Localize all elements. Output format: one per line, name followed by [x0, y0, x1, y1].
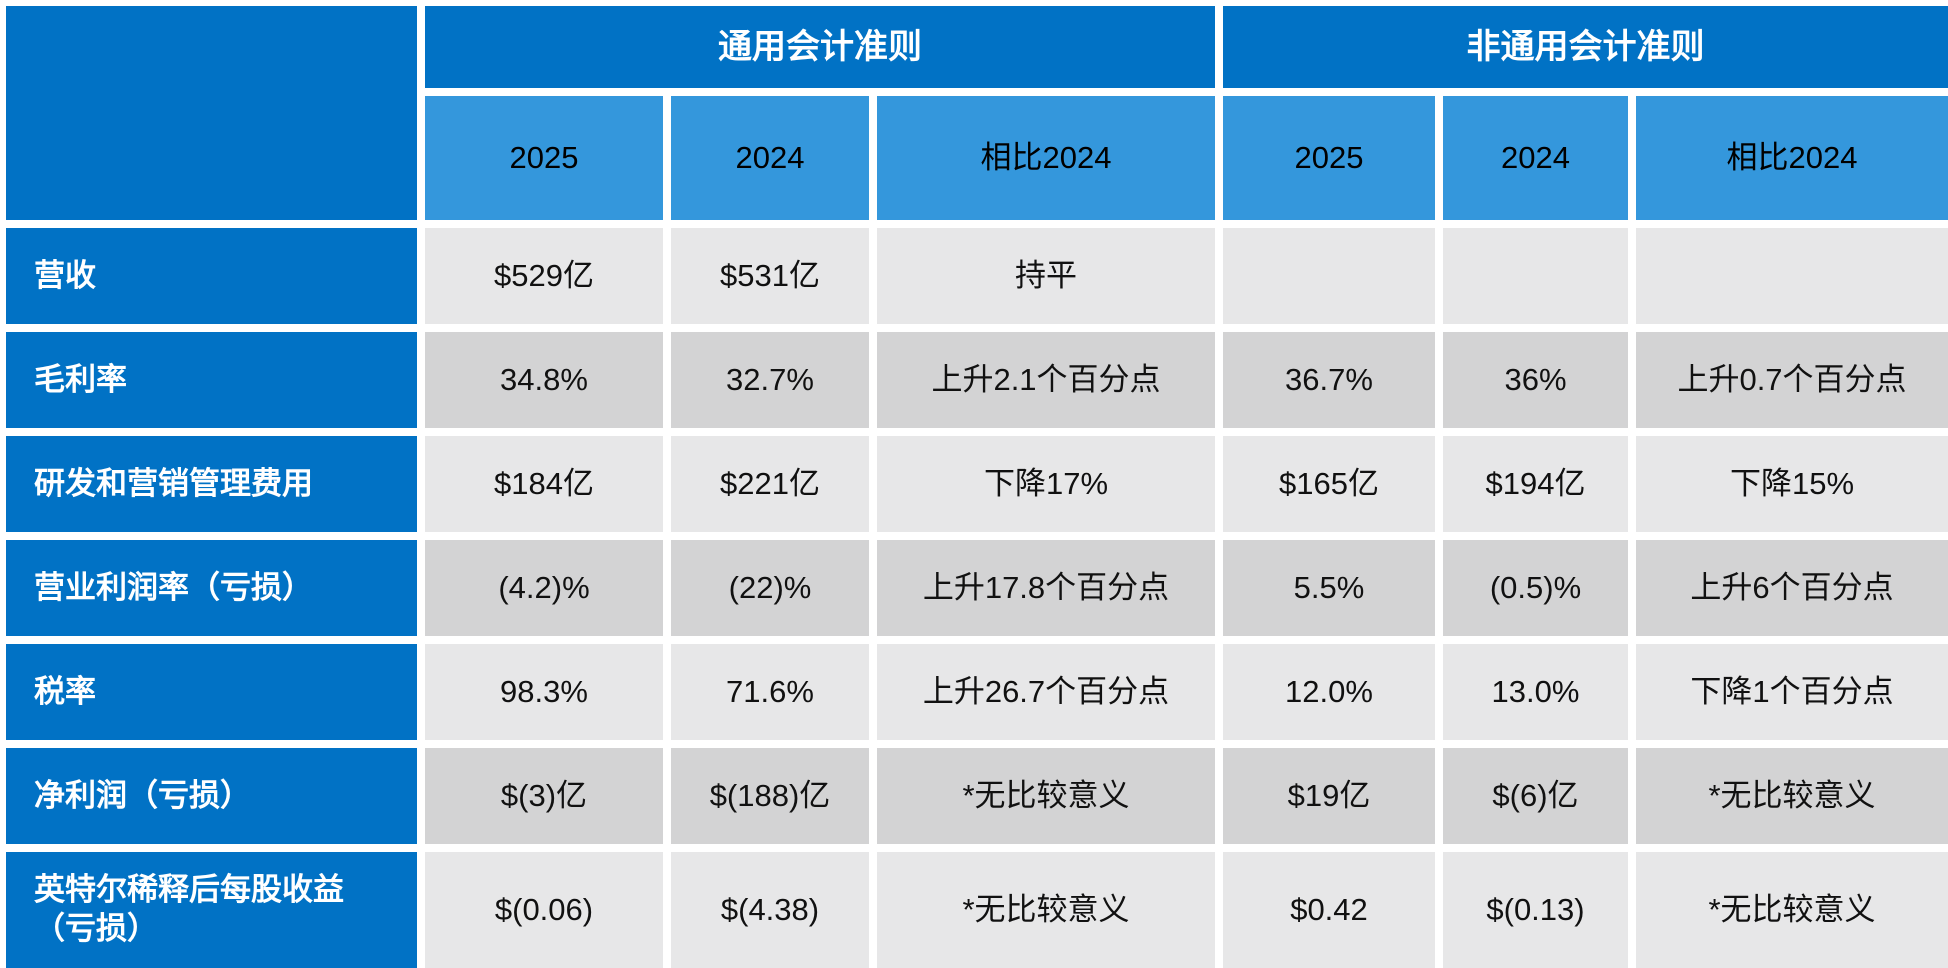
data-cell: 71.6% — [671, 644, 869, 740]
group-header-gaap: 通用会计准则 — [425, 6, 1215, 88]
data-cell: 下降1个百分点 — [1636, 644, 1948, 740]
data-cell: (4.2)% — [425, 540, 663, 636]
data-cell: (0.5)% — [1443, 540, 1628, 636]
data-cell: 36.7% — [1223, 332, 1435, 428]
row-label-operating-margin: 营业利润率（亏损） — [6, 540, 417, 636]
row-label-revenue: 营收 — [6, 228, 417, 324]
data-cell: $19亿 — [1223, 748, 1435, 844]
data-cell: $(4.38) — [671, 852, 869, 968]
data-cell: 下降15% — [1636, 436, 1948, 532]
row-label-gross-margin: 毛利率 — [6, 332, 417, 428]
corner-spacer-cell — [6, 6, 417, 220]
data-cell: $(0.06) — [425, 852, 663, 968]
data-cell: $529亿 — [425, 228, 663, 324]
data-cell: 上升26.7个百分点 — [877, 644, 1215, 740]
data-cell: 持平 — [877, 228, 1215, 324]
data-cell: $(3)亿 — [425, 748, 663, 844]
data-cell — [1223, 228, 1435, 324]
data-cell: $(188)亿 — [671, 748, 869, 844]
data-cell: $221亿 — [671, 436, 869, 532]
row-label-tax-rate: 税率 — [6, 644, 417, 740]
subheader-gaap-2025: 2025 — [425, 96, 663, 220]
data-cell: $(0.13) — [1443, 852, 1628, 968]
data-cell: 5.5% — [1223, 540, 1435, 636]
data-cell: 上升0.7个百分点 — [1636, 332, 1948, 428]
subheader-gaap-vs2024: 相比2024 — [877, 96, 1215, 220]
data-cell: 上升2.1个百分点 — [877, 332, 1215, 428]
data-cell: *无比较意义 — [877, 748, 1215, 844]
subheader-nongaap-2024: 2024 — [1443, 96, 1628, 220]
data-cell: *无比较意义 — [1636, 852, 1948, 968]
data-cell: 下降17% — [877, 436, 1215, 532]
row-label-net-income: 净利润（亏损） — [6, 748, 417, 844]
subheader-gaap-2024: 2024 — [671, 96, 869, 220]
data-cell: $531亿 — [671, 228, 869, 324]
data-cell: *无比较意义 — [877, 852, 1215, 968]
data-cell — [1443, 228, 1628, 324]
data-cell: (22)% — [671, 540, 869, 636]
data-cell: $194亿 — [1443, 436, 1628, 532]
data-cell: *无比较意义 — [1636, 748, 1948, 844]
data-cell — [1636, 228, 1948, 324]
data-cell: 36% — [1443, 332, 1628, 428]
data-cell: $165亿 — [1223, 436, 1435, 532]
subheader-nongaap-vs2024: 相比2024 — [1636, 96, 1948, 220]
data-cell: 98.3% — [425, 644, 663, 740]
data-cell: $0.42 — [1223, 852, 1435, 968]
row-label-rd-sga-expenses: 研发和营销管理费用 — [6, 436, 417, 532]
data-cell: 12.0% — [1223, 644, 1435, 740]
data-cell: 上升17.8个百分点 — [877, 540, 1215, 636]
data-cell: 32.7% — [671, 332, 869, 428]
subheader-nongaap-2025: 2025 — [1223, 96, 1435, 220]
row-label-diluted-eps: 英特尔稀释后每股收益 （亏损） — [6, 852, 417, 968]
data-cell: $(6)亿 — [1443, 748, 1628, 844]
data-cell: 上升6个百分点 — [1636, 540, 1948, 636]
data-cell: $184亿 — [425, 436, 663, 532]
group-header-nongaap: 非通用会计准则 — [1223, 6, 1948, 88]
data-cell: 13.0% — [1443, 644, 1628, 740]
data-cell: 34.8% — [425, 332, 663, 428]
